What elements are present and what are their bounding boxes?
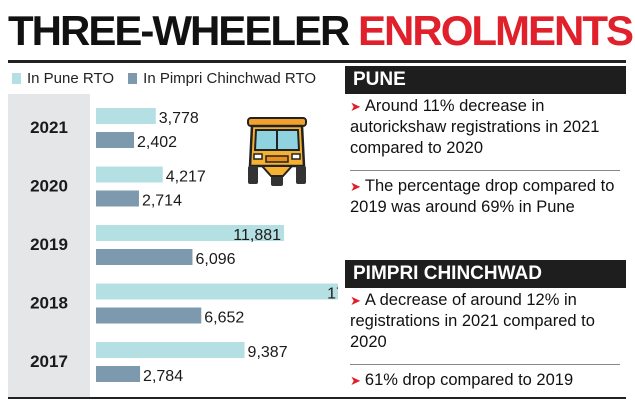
value-label: 2,714 [142,193,182,210]
year-label: 2020 [30,177,68,196]
bullet-text: Around 11% decrease in autorickshaw regi… [350,97,600,157]
bullet-text: The percentage drop compared to 2019 was… [350,177,615,216]
bottom-rule [8,397,626,399]
arrow-right-icon: ➤ [350,99,361,114]
bar-pimpri [96,249,193,265]
bullet-divider [350,364,620,365]
legend-label-pune: In Pune RTO [27,70,114,87]
legend-label-pimpri: In Pimpri Chinchwad RTO [143,70,317,87]
value-label: 11,881 [233,227,281,244]
bullet-point: ➤ A decrease of around 12% in registratio… [350,290,620,353]
bar-pimpri [96,132,135,148]
section-heading: PUNE [345,66,626,94]
year-label: 2017 [30,352,68,371]
title-part-1: THREE-WHEELER [8,7,350,54]
bar-pune [96,225,285,241]
legend-swatch-pune [12,73,21,84]
bar-pimpri [96,190,139,207]
bullet-divider [350,170,620,171]
title-part-2: ENROLMENTS [358,7,634,54]
value-label: 9,387 [248,344,288,361]
bar-pune [96,283,338,300]
legend-item-pimpri: In Pimpri Chinchwad RTO [128,70,316,87]
bar-chart: 2021 3,778 2,402 2020 4,217 2,714 2019 11,881 6,… [8,94,338,397]
bar-chart-svg: 2021 3,778 2,402 2020 4,217 2,714 2019 11,881 6,… [8,94,338,397]
bar-pune [96,108,156,124]
bar-pune [96,166,163,183]
bullet-point: ➤ Around 11% decrease in autorickshaw reg… [350,96,620,159]
value-label: 4,217 [166,169,206,186]
bullet-point: ➤ The percentage drop compared to 2019 wa… [350,176,620,218]
bar-pimpri [96,366,141,382]
value-label: 3,778 [159,110,199,127]
arrow-right-icon: ➤ [350,293,361,308]
arrow-right-icon: ➤ [350,373,361,388]
chart-title: THREE-WHEELER ENROLMENTS [8,4,634,58]
year-label: 2019 [30,235,68,254]
value-label: 17,882 [327,286,338,303]
value-label: 6,096 [195,251,235,268]
year-label: 2018 [30,294,68,313]
value-label: 6,652 [204,310,244,327]
bar-pune [96,342,245,358]
legend-swatch-pimpri [128,73,138,84]
top-rule [8,60,626,63]
arrow-right-icon: ➤ [350,179,361,194]
section-heading: PIMPRI CHINCHWAD [345,260,626,288]
value-label: 2,402 [137,134,177,151]
bullet-text: A decrease of around 12% in registration… [350,291,595,351]
autorickshaw-icon [240,116,314,190]
bar-pimpri [96,307,202,324]
year-column-bg [8,94,90,397]
year-label: 2021 [30,118,68,137]
legend: In Pune RTO In Pimpri Chinchwad RTO [12,66,326,92]
bullet-text: 61% drop compared to 2019 [364,371,574,389]
legend-item-pune: In Pune RTO [12,70,114,87]
bullet-point: ➤ 61% drop compared to 2019 [350,370,620,391]
value-label: 2,784 [143,368,183,385]
